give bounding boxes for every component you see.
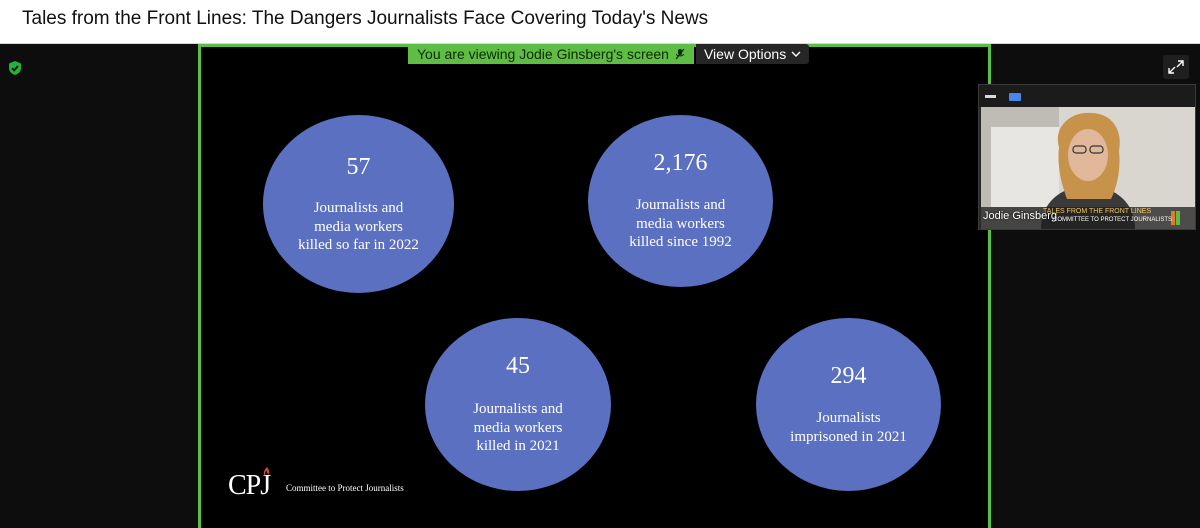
stat-line: killed in 2021 (476, 438, 560, 454)
mic-muted-icon (675, 48, 685, 60)
window-title-bar: Tales from the Front Lines: The Dangers … (0, 0, 1200, 44)
stat-line: imprisoned in 2021 (790, 428, 907, 445)
minimize-icon[interactable] (985, 95, 996, 98)
view-options-label: View Options (703, 46, 787, 62)
stat-line: media workers (314, 218, 403, 235)
flame-icon (263, 467, 270, 477)
share-banner: You are viewing Jodie Ginsberg's screen … (408, 44, 810, 64)
stat-number: 45 (506, 353, 530, 379)
viewing-notice: You are viewing Jodie Ginsberg's screen (408, 44, 694, 64)
lower-third-subtitle: COMMITTEE TO PROTECT JOURNALISTS (1053, 217, 1173, 223)
stat-circle: 45 Journalists and media workers killed … (425, 318, 611, 491)
video-toolbar (979, 85, 1195, 107)
stat-description: Journalists and media workers killed sin… (588, 196, 773, 252)
expand-icon (1168, 60, 1184, 74)
view-options-button[interactable]: View Options (695, 44, 810, 64)
cpj-logo-text: CPJ (228, 470, 271, 501)
stat-number: 294 (830, 363, 867, 389)
stat-number: 57 (346, 154, 371, 180)
stat-line: Journalists and (473, 401, 563, 417)
view-layout-icon[interactable] (1009, 93, 1021, 101)
participant-name: Jodie Ginsberg (983, 210, 1057, 222)
stat-number: 2,176 (653, 150, 708, 176)
cpj-logo: CPJ (228, 467, 282, 512)
stat-description: Journalists and media workers killed so … (263, 199, 454, 255)
viewing-text: You are viewing Jodie Ginsberg's screen (417, 46, 669, 62)
stat-line: Journalists and (313, 200, 404, 216)
self-video-panel[interactable]: TALES FROM THE FRONT LINES COMMITTEE TO … (978, 84, 1196, 230)
stat-circle: 294 Journalists imprisoned in 2021 (756, 318, 941, 491)
stat-line: killed so far in 2022 (298, 237, 419, 253)
participant-video: TALES FROM THE FRONT LINES COMMITTEE TO … (981, 107, 1195, 229)
stat-line: Journalists (816, 410, 881, 426)
stat-line: Journalists and (635, 197, 726, 213)
meeting-title: Tales from the Front Lines: The Dangers … (22, 8, 709, 29)
shield-check-icon[interactable] (7, 60, 23, 76)
expand-button[interactable] (1163, 55, 1189, 79)
org-name: Committee to Protect Journalists (286, 483, 404, 493)
stat-description: Journalists imprisoned in 2021 (756, 409, 941, 446)
stat-description: Journalists and media workers killed in … (425, 400, 611, 456)
stat-line: killed since 1992 (629, 234, 732, 250)
chevron-down-icon (791, 51, 801, 57)
stat-circle: 2,176 Journalists and media workers kill… (588, 115, 773, 287)
lower-third-title: TALES FROM THE FRONT LINES (1043, 208, 1152, 215)
stat-line: media workers (473, 419, 563, 436)
participant-video-image (981, 107, 1195, 229)
stat-line: media workers (636, 215, 725, 232)
stat-circle: 57 Journalists and media workers killed … (263, 115, 454, 293)
